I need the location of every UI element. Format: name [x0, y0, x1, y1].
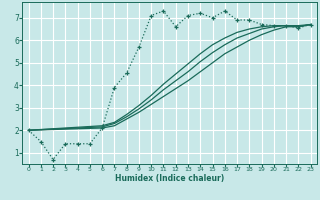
X-axis label: Humidex (Indice chaleur): Humidex (Indice chaleur) — [115, 174, 224, 183]
